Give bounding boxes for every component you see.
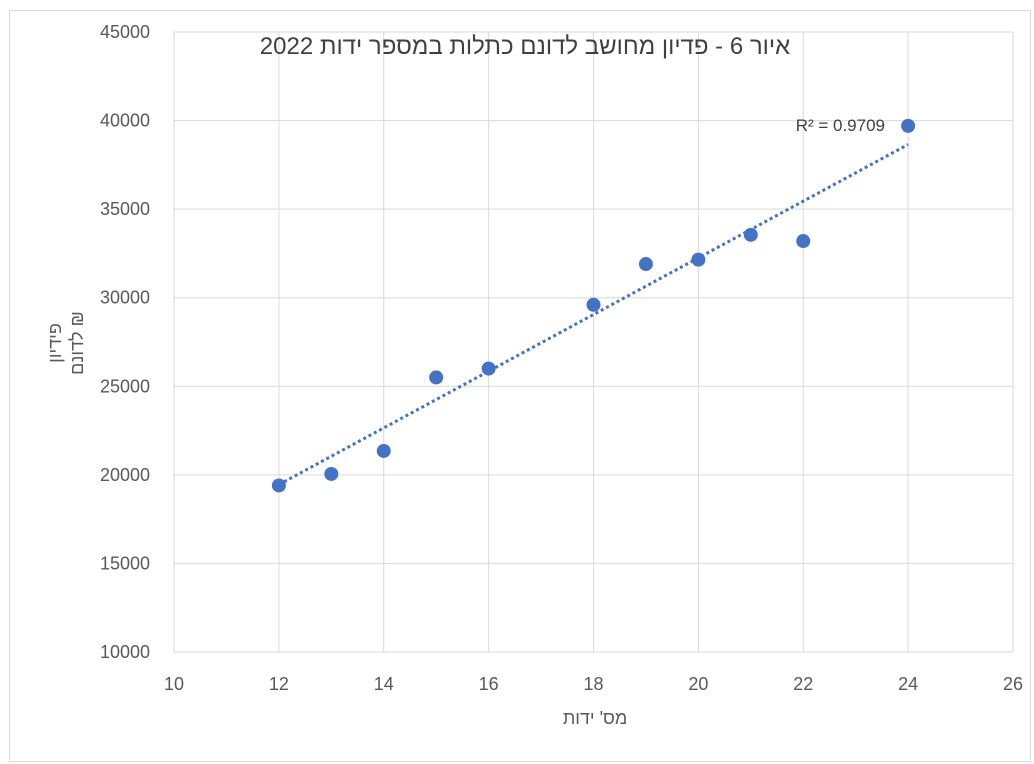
data-point bbox=[796, 234, 811, 249]
y-tick-label: 10000 bbox=[100, 642, 150, 662]
data-point bbox=[638, 257, 653, 272]
data-point bbox=[481, 361, 496, 376]
y-tick-label: 25000 bbox=[100, 376, 150, 396]
y-axis-title-line-1: פידיון bbox=[45, 323, 65, 363]
data-point bbox=[429, 370, 444, 385]
data-point bbox=[743, 227, 758, 242]
linear-trendline bbox=[278, 143, 909, 486]
r-squared-label: R² = 0.9709 bbox=[796, 116, 885, 135]
y-tick-label: 45000 bbox=[100, 22, 150, 42]
x-tick-label: 22 bbox=[793, 674, 813, 694]
y-axis-title: פידיון ₪ לדונם bbox=[45, 311, 87, 375]
chart-title: איור 6 - פדיון מחושב לדונם כתלות במספר י… bbox=[260, 33, 790, 60]
data-point bbox=[691, 252, 706, 267]
y-tick-label: 30000 bbox=[100, 288, 150, 308]
gridlines bbox=[173, 31, 1014, 653]
x-tick-label: 24 bbox=[898, 674, 918, 694]
x-tick-label: 14 bbox=[374, 674, 394, 694]
y-tick-label: 20000 bbox=[100, 465, 150, 485]
tick-labels: 10 12 14 16 18 20 22 24 26 10000 15000 20000 25000 30… bbox=[100, 22, 1023, 694]
x-tick-label: 10 bbox=[164, 674, 184, 694]
data-points bbox=[271, 118, 916, 493]
x-tick-label: 12 bbox=[269, 674, 289, 694]
trendline-layer bbox=[278, 143, 909, 486]
x-tick-label: 26 bbox=[1003, 674, 1023, 694]
data-point bbox=[324, 466, 339, 481]
x-tick-label: 20 bbox=[688, 674, 708, 694]
y-tick-label: 35000 bbox=[100, 199, 150, 219]
data-point bbox=[376, 443, 391, 458]
data-point bbox=[586, 297, 601, 312]
x-tick-label: 16 bbox=[479, 674, 499, 694]
data-point bbox=[271, 478, 286, 493]
x-tick-label: 18 bbox=[583, 674, 603, 694]
x-axis-title: מס' ידות bbox=[563, 708, 627, 728]
data-point bbox=[901, 118, 916, 133]
y-tick-label: 15000 bbox=[100, 553, 150, 573]
y-axis-title-line-2: ₪ לדונם bbox=[67, 311, 87, 375]
y-tick-label: 40000 bbox=[100, 111, 150, 131]
